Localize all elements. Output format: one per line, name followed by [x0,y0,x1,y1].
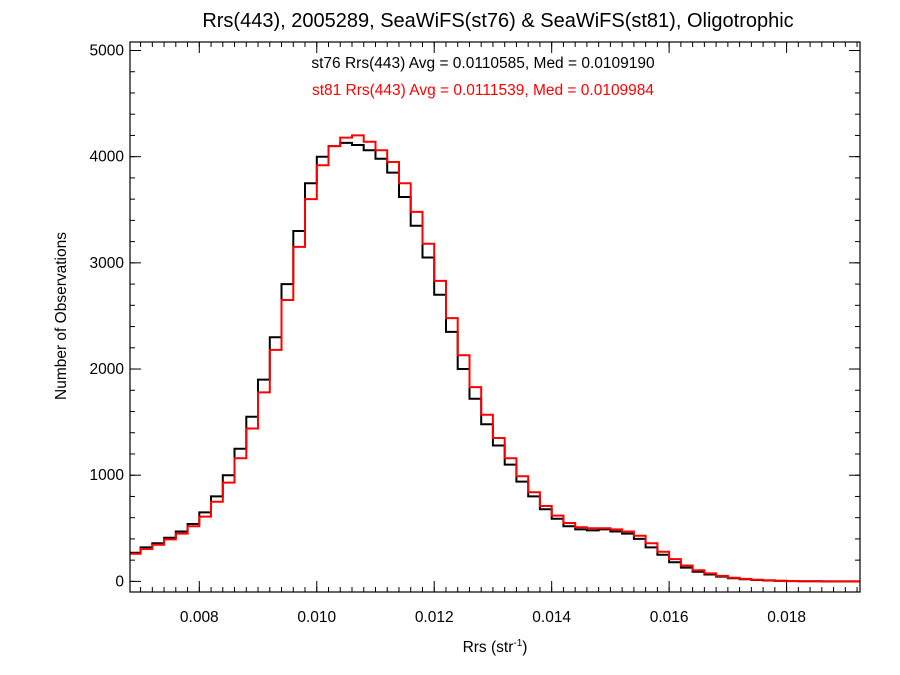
y-axis-label: Number of Observations [53,232,70,400]
x-tick-label: 0.016 [650,609,689,626]
chart-title: Rrs(443), 2005289, SeaWiFS(st76) & SeaWi… [202,10,793,32]
x-axis-label-base: Rrs (str [463,639,514,656]
y-tick-label: 3000 [90,255,125,272]
annotation-st81: st81 Rrs(443) Avg = 0.0111539, Med = 0.0… [312,82,654,99]
x-axis-label: Rrs (str-1) [463,638,528,656]
y-tick-label: 5000 [90,42,125,59]
x-tick-label: 0.008 [180,609,219,626]
x-tick-label: 0.014 [532,609,571,626]
y-tick-label: 1000 [90,467,125,484]
y-tick-label: 0 [115,573,124,590]
x-axis-ticks: 0.008 0.010 0.012 0.014 0.016 0.018 [140,42,858,626]
x-axis-label-close: ) [522,639,527,656]
x-tick-label: 0.012 [415,609,454,626]
series-line-1 [130,141,860,583]
y-tick-label: 2000 [90,361,125,378]
series-line-2 [130,134,860,583]
plot-frame [129,41,861,593]
x-axis-label-superscript: -1 [513,638,522,649]
y-axis-ticks: 0 1000 2000 3000 4000 5000 [90,42,860,590]
y-tick-label: 4000 [90,149,125,166]
x-tick-label: 0.010 [297,609,336,626]
series-layer [130,134,860,583]
x-tick-label: 0.018 [767,609,806,626]
annotation-st76: st76 Rrs(443) Avg = 0.0110585, Med = 0.0… [311,55,655,72]
